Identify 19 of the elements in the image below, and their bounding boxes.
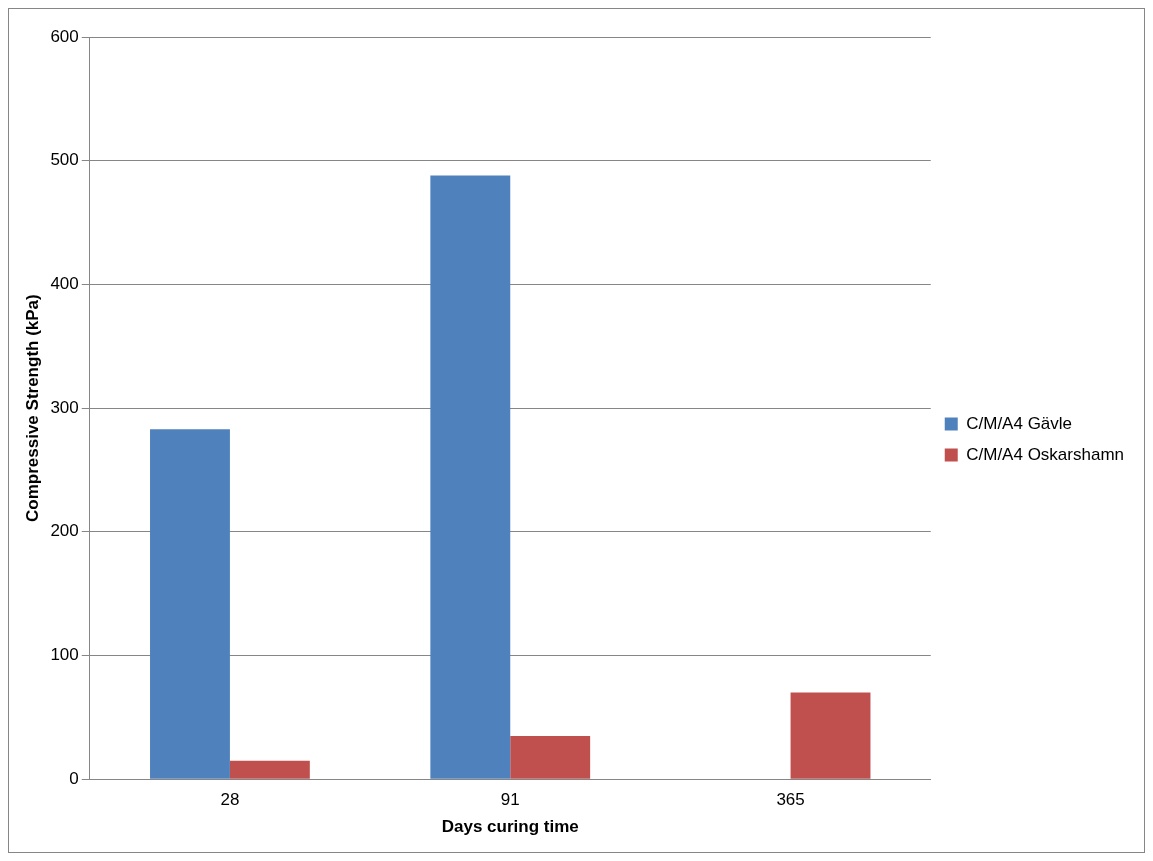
- bar: [229, 760, 310, 779]
- y-tick-label: 200: [50, 521, 79, 541]
- x-tick-label: 365: [776, 790, 805, 810]
- bar: [150, 429, 230, 779]
- x-tick-label: 91: [500, 790, 520, 810]
- y-tick-label: 400: [50, 274, 79, 294]
- x-axis-title: Days curing time: [441, 817, 579, 837]
- y-tick-label: 600: [50, 26, 79, 46]
- y-tick-label: 300: [50, 397, 79, 417]
- y-tick-label: 0: [69, 768, 79, 788]
- x-tick-label: 28: [220, 790, 240, 810]
- legend-label: C/M/A4 Oskarshamn: [966, 444, 1124, 464]
- bar: [790, 692, 871, 779]
- legend-label: C/M/A4 Gävle: [966, 413, 1073, 433]
- bar: [510, 735, 591, 779]
- y-axis-title: Compressive Strength (kPa): [22, 294, 42, 522]
- bar: [430, 175, 511, 779]
- y-tick-label: 500: [50, 150, 79, 170]
- y-tick-label: 100: [50, 645, 79, 665]
